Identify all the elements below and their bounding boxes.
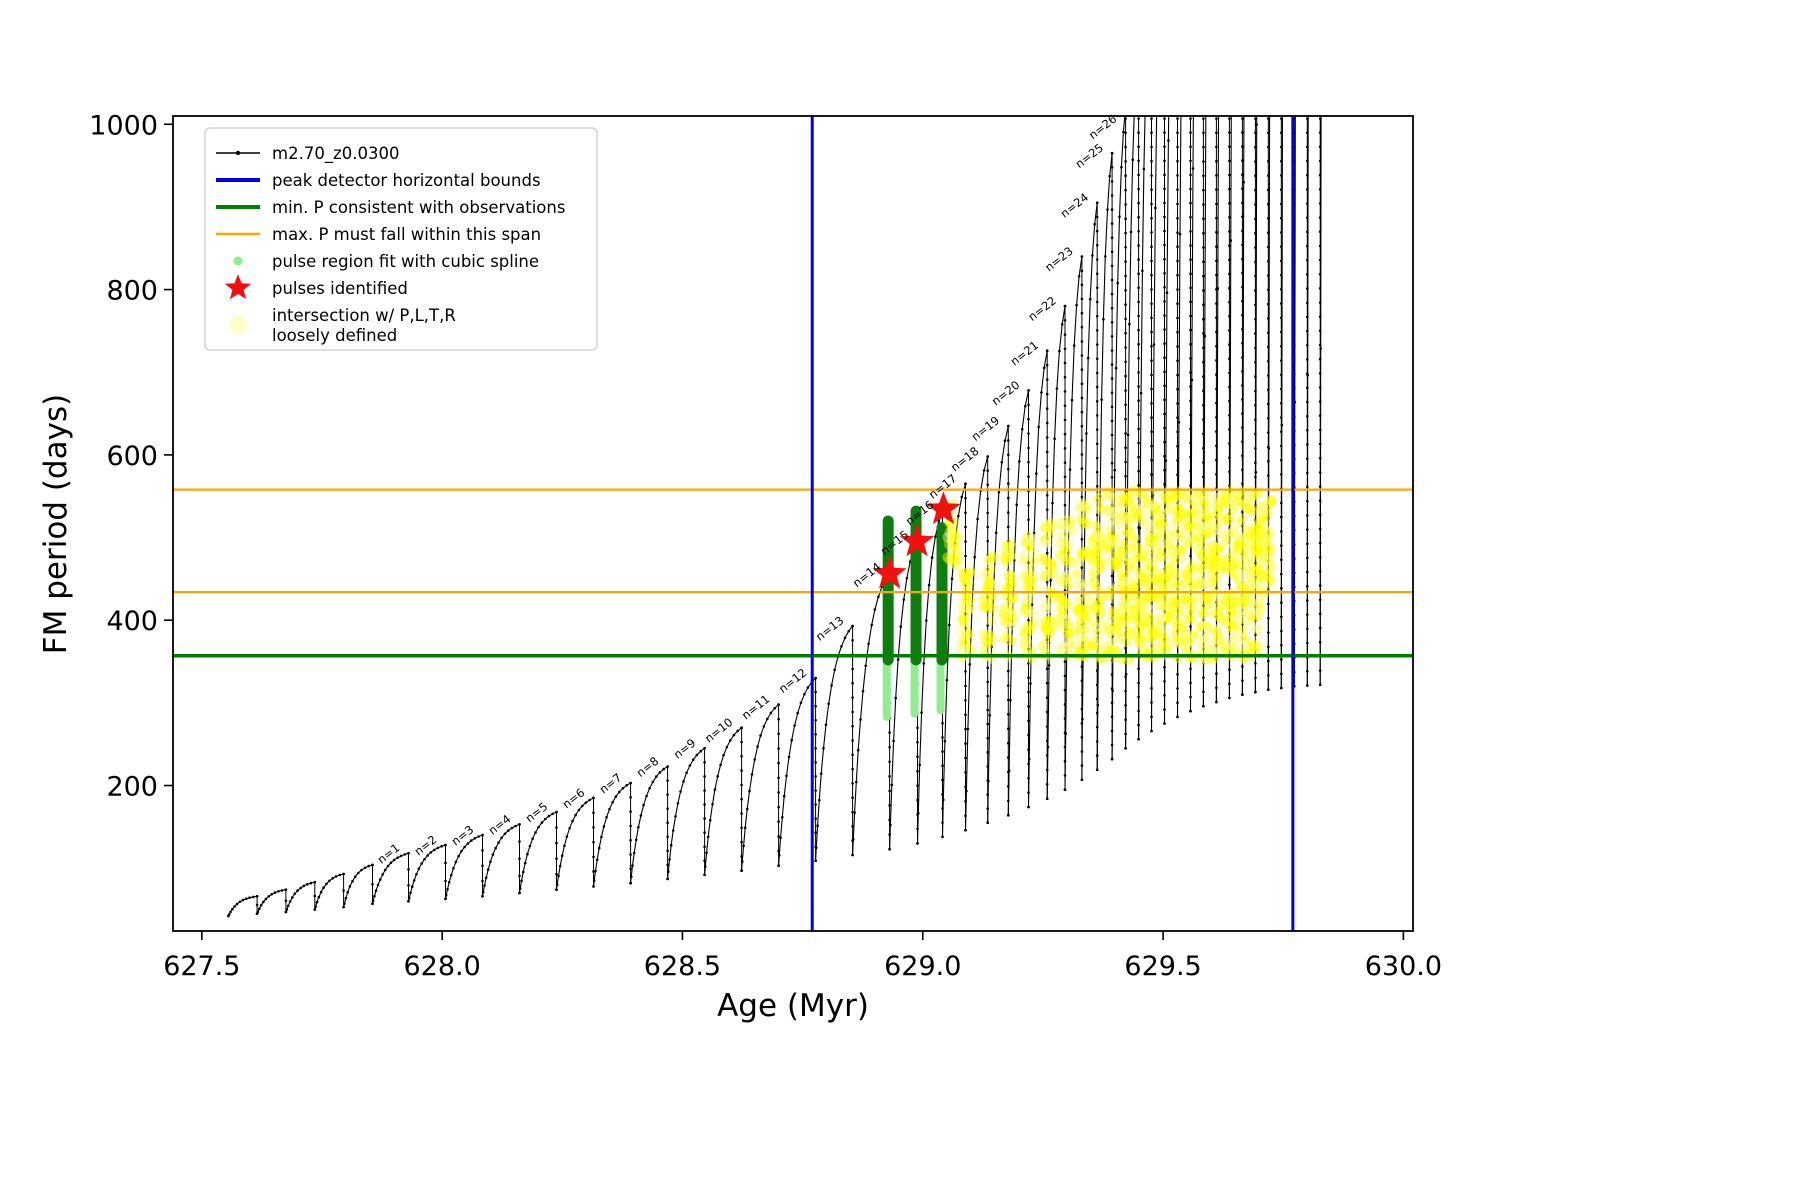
legend-item: max. P must fall within this span <box>216 225 541 244</box>
pulse-star-icon <box>899 523 935 557</box>
pulse-number-label: n=3 <box>449 822 477 848</box>
pulse-number-label: n=12 <box>776 665 809 695</box>
legend-item-label: pulses identified <box>272 279 408 298</box>
y-tick-label: 800 <box>106 276 158 307</box>
pulse-number-label: n=19 <box>969 413 1002 443</box>
y-tick-label: 400 <box>106 606 158 637</box>
pulse-number-label: n=23 <box>1042 244 1075 274</box>
x-tick-label: 627.5 <box>163 951 240 982</box>
y-tick-label: 600 <box>106 441 158 472</box>
pulse-number-label: n=24 <box>1058 190 1091 220</box>
y-tick-label: 1000 <box>89 110 158 141</box>
legend-item: peak detector horizontal bounds <box>216 171 541 190</box>
legend-item-label: loosely defined <box>272 326 397 345</box>
intersection-scatter <box>942 485 1277 666</box>
legend-item: pulses identified <box>224 274 408 300</box>
y-axis-label: FM period (days) <box>38 394 74 654</box>
legend-item: min. P consistent with observations <box>216 198 565 217</box>
axes-spines <box>172 115 1414 932</box>
legend-item: pulse region fit with cubic spline <box>233 252 539 271</box>
pulse-number-label: n=20 <box>989 378 1022 408</box>
x-axis-label: Age (Myr) <box>717 988 869 1024</box>
pulse-number-label: n=25 <box>1072 141 1105 171</box>
pulse-stars <box>872 491 961 589</box>
x-tick-label: 628.5 <box>644 951 721 982</box>
x-tick-label: 628.0 <box>403 951 480 982</box>
pulse-number-label: n=18 <box>948 444 981 474</box>
pulse-number-label: n=1 <box>375 841 403 867</box>
pulse-number-label: n=13 <box>813 613 846 643</box>
pulse-star-icon <box>872 555 907 589</box>
spline-fit-segments <box>882 655 945 721</box>
reference-lines <box>173 116 1413 931</box>
legend-item-label: peak detector horizontal bounds <box>272 171 541 190</box>
pulse-number-label: n=14 <box>850 560 883 590</box>
pulse-number-label: n=2 <box>412 832 440 858</box>
x-tick-label: 630.0 <box>1365 951 1442 982</box>
legend-dot-marker <box>233 256 243 266</box>
legend-bigdot-marker <box>229 316 247 334</box>
pulse-number-label: n=4 <box>486 812 514 838</box>
pulse-number-label: n=21 <box>1008 338 1041 368</box>
y-tick-label: 200 <box>106 772 158 803</box>
pulse-number-label: n=6 <box>560 785 588 811</box>
legend-item: m2.70_z0.0300 <box>216 144 399 164</box>
x-tick-label: 629.5 <box>1124 951 1201 982</box>
legend-item-label: pulse region fit with cubic spline <box>272 252 539 271</box>
legend-item-label: max. P must fall within this span <box>272 225 541 244</box>
legend-item-label: m2.70_z0.0300 <box>272 144 399 164</box>
legend-star-marker <box>224 274 252 300</box>
legend-item-label: min. P consistent with observations <box>272 198 565 217</box>
pulse-number-label: n=5 <box>523 799 551 825</box>
x-tick-label: 629.0 <box>884 951 961 982</box>
legend-dot-marker <box>235 150 241 156</box>
legend-box <box>204 127 598 351</box>
pulse-number-label: n=22 <box>1025 293 1058 323</box>
axis-ticks: 627.5 628.0 628.5 629.0 629.5 630.0 200 400 600 8… <box>89 110 1442 982</box>
legend-item-label: intersection w/ P,L,T,R <box>272 306 456 325</box>
pulse-star-icon <box>926 491 961 524</box>
